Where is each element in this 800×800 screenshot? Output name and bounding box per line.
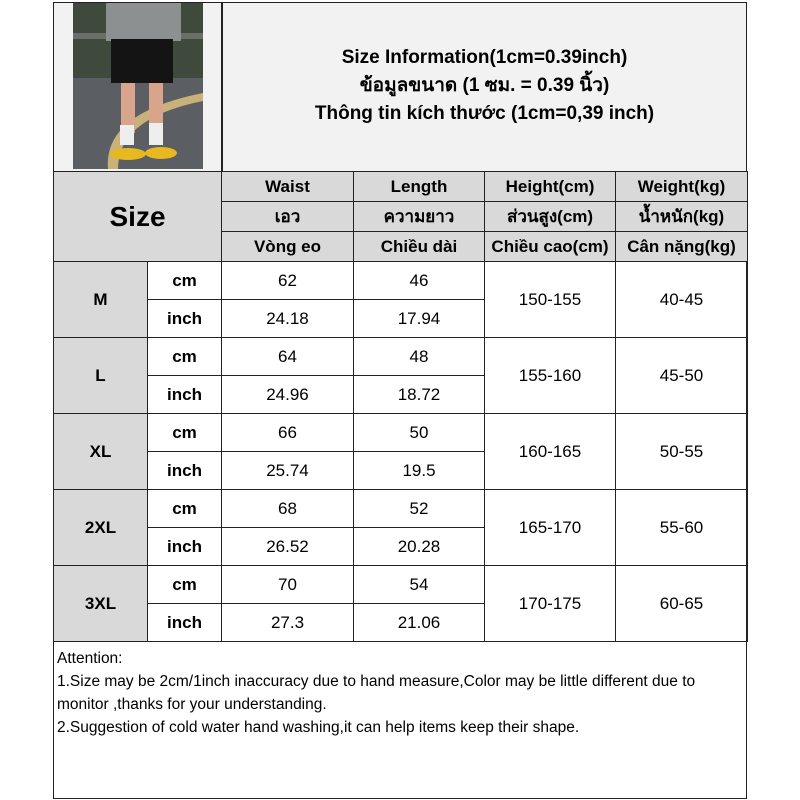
waist-inch: 27.3 (221, 603, 354, 642)
length-inch: 17.94 (353, 299, 485, 338)
waist-inch: 26.52 (221, 527, 354, 566)
waist-inch: 25.74 (221, 451, 354, 490)
weight-range: 60-65 (615, 565, 748, 642)
unit-cm: cm (147, 565, 222, 604)
length-inch: 21.06 (353, 603, 485, 642)
size-label: M (53, 261, 148, 338)
table-row-inch: inch 27.3 21.06 (54, 603, 748, 642)
table-row-cm: L cm 64 48 155-160 45-50 (53, 337, 748, 414)
weight-range: 45-50 (615, 337, 748, 414)
header-length-th: ความยาว (353, 201, 485, 232)
size-label: XL (53, 413, 148, 490)
waist-cm: 70 (221, 565, 354, 604)
header-height-vi: Chiều cao(cm) (484, 231, 616, 262)
product-photo (73, 3, 203, 169)
size-table: Size Waist Length Height(cm) Weight(kg) … (53, 171, 748, 642)
header-waist-vi: Vòng eo (221, 231, 354, 262)
size-label: L (53, 337, 148, 414)
height-range: 160-165 (484, 413, 616, 490)
header-length-en: Length (353, 171, 485, 202)
table-row-cm: 3XL cm 70 54 170-175 60-65 (53, 565, 748, 642)
unit-cm: cm (147, 413, 222, 452)
weight-range: 40-45 (615, 261, 748, 338)
table-row-cm: 2XL cm 68 52 165-170 55-60 (53, 489, 748, 566)
waist-inch: 24.18 (221, 299, 354, 338)
title-vietnamese: Thông tin kích thước (1cm=0,39 inch) (314, 103, 655, 124)
unit-inch: inch (147, 375, 222, 414)
waist-cm: 64 (221, 337, 354, 376)
title-english: Size Information(1cm=0.39inch) (341, 47, 628, 68)
unit-cm: cm (147, 261, 222, 300)
table-row-inch: inch 26.52 20.28 (54, 527, 748, 566)
weight-range: 55-60 (615, 489, 748, 566)
table-row-cm: M cm 62 46 150-155 40-45 (53, 261, 748, 338)
size-header: Size (53, 171, 222, 262)
table-row-inch: inch 25.74 19.5 (54, 451, 748, 490)
header-waist-th: เอว (221, 201, 354, 232)
waist-cm: 68 (221, 489, 354, 528)
title-thai: ข้อมูลขนาด (1 ซม. = 0.39 นิ้ว) (359, 75, 610, 96)
unit-inch: inch (147, 451, 222, 490)
waist-cm: 62 (221, 261, 354, 300)
waist-cm: 66 (221, 413, 354, 452)
unit-inch: inch (147, 527, 222, 566)
length-inch: 19.5 (353, 451, 485, 490)
length-cm: 50 (353, 413, 485, 452)
header-weight-th: น้ำหนัก(kg) (615, 201, 748, 232)
header-divider (221, 2, 223, 172)
table-row-inch: inch 24.18 17.94 (54, 299, 748, 338)
length-cm: 54 (353, 565, 485, 604)
header-height-en: Height(cm) (484, 171, 616, 202)
height-range: 165-170 (484, 489, 616, 566)
attention-note-1: 1.Size may be 2cm/1inch inaccuracy due t… (57, 673, 696, 713)
unit-inch: inch (147, 603, 222, 642)
attention-heading: Attention: (57, 650, 123, 667)
attention-note-2: 2.Suggestion of cold water hand washing,… (57, 719, 580, 736)
unit-inch: inch (147, 299, 222, 338)
waist-inch: 24.96 (221, 375, 354, 414)
length-inch: 20.28 (353, 527, 485, 566)
header-length-vi: Chiều dài (353, 231, 485, 262)
header-weight-en: Weight(kg) (615, 171, 748, 202)
length-cm: 46 (353, 261, 485, 300)
length-cm: 48 (353, 337, 485, 376)
weight-range: 50-55 (615, 413, 748, 490)
length-cm: 52 (353, 489, 485, 528)
length-inch: 18.72 (353, 375, 485, 414)
header-waist-en: Waist (221, 171, 354, 202)
unit-cm: cm (147, 337, 222, 376)
height-range: 170-175 (484, 565, 616, 642)
header-weight-vi: Cân nặng(kg) (615, 231, 748, 262)
size-information-title: Size Information(1cm=0.39inch) ข้อมูลขนา… (222, 44, 747, 128)
height-range: 150-155 (484, 261, 616, 338)
table-row-cm: XL cm 66 50 160-165 50-55 (53, 413, 748, 490)
size-label: 3XL (53, 565, 148, 642)
size-label: 2XL (53, 489, 148, 566)
height-range: 155-160 (484, 337, 616, 414)
unit-cm: cm (147, 489, 222, 528)
header-height-th: ส่วนสูง(cm) (484, 201, 616, 232)
attention-notes: Attention: 1.Size may be 2cm/1inch inacc… (57, 647, 747, 739)
